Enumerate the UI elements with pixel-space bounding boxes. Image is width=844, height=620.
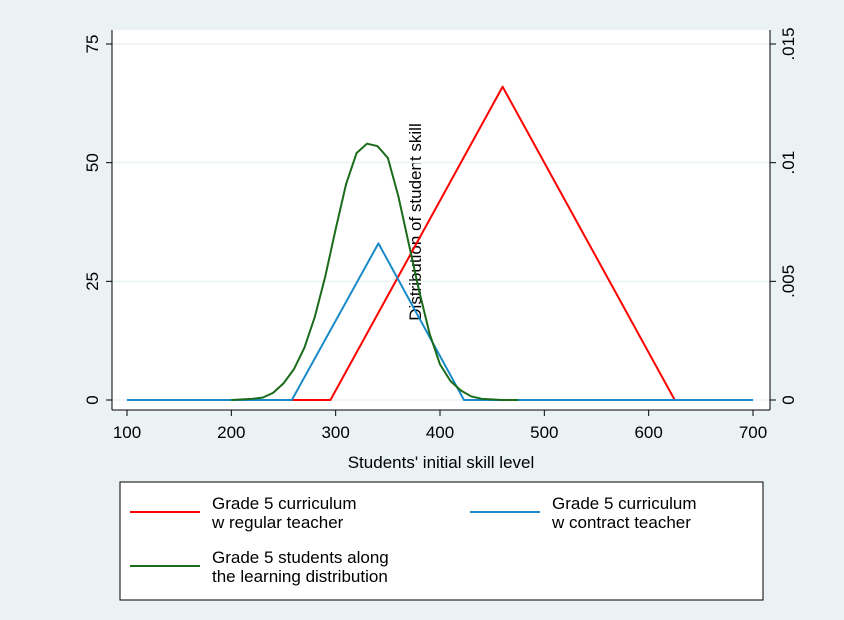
x-tick-label: 500 xyxy=(530,423,558,442)
x-tick-label: 700 xyxy=(739,423,767,442)
y-tick-label: 50 xyxy=(83,153,102,172)
y2-tick-label: 0 xyxy=(779,395,798,404)
y2-axis-title: Distribution of student skill xyxy=(406,123,425,320)
y2-tick-label: .01 xyxy=(779,151,798,175)
y-tick-label: 75 xyxy=(83,35,102,54)
x-axis-title: Students' initial skill level xyxy=(348,453,535,472)
x-tick-label: 400 xyxy=(426,423,454,442)
y-tick-label: 25 xyxy=(83,272,102,291)
series-line xyxy=(231,142,519,401)
legend-label: Grade 5 curriculum w contract teacher xyxy=(552,494,697,532)
y2-tick-label: .015 xyxy=(779,27,798,60)
x-tick-label: 300 xyxy=(321,423,349,442)
legend-box xyxy=(119,481,764,601)
legend-label: Grade 5 curriculum w regular teacher xyxy=(212,494,357,532)
plot-region xyxy=(112,30,770,410)
x-tick-label: 600 xyxy=(634,423,662,442)
y-tick-label: 0 xyxy=(83,395,102,404)
legend-label: Grade 5 students along the learning dist… xyxy=(212,548,389,586)
x-tick-label: 200 xyxy=(217,423,245,442)
x-tick-label: 100 xyxy=(113,423,141,442)
y2-tick-label: .005 xyxy=(779,265,798,298)
